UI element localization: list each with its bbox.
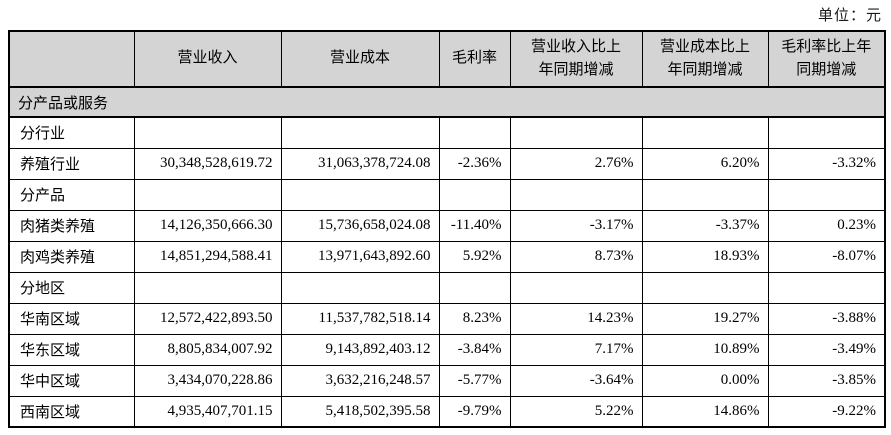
row-value: -3.84%: [438, 333, 511, 366]
row-value: [767, 271, 886, 304]
row-value: 8.73%: [509, 240, 643, 273]
table-row: 分地区: [8, 271, 886, 304]
row-value: [133, 271, 282, 304]
row-value: 3,434,070,228.86: [133, 364, 282, 397]
header-row: 营业收入 营业成本 毛利率 营业收入比上 年同期增减 营业成本比上 年同期增减 …: [8, 30, 886, 88]
row-label: 肉鸡类养殖: [8, 240, 135, 273]
table-row: 华南区域 12,572,422,893.50 11,537,782,518.14…: [8, 302, 886, 335]
row-value: [133, 116, 282, 149]
row-value: 14,851,294,588.41: [133, 240, 282, 273]
row-value: -3.32%: [767, 147, 886, 180]
row-value: 31,063,378,724.08: [280, 147, 440, 180]
row-value: 0.00%: [641, 364, 769, 397]
table-header: 营业收入 营业成本 毛利率 营业收入比上 年同期增减 营业成本比上 年同期增减 …: [8, 30, 886, 118]
row-value: 2.76%: [509, 147, 643, 180]
col-header-revenue-yoy: 营业收入比上 年同期增减: [509, 30, 643, 88]
row-value: [438, 271, 511, 304]
table-body: 分行业 养殖行业 30,348,528,619.72 31,063,378,72…: [8, 116, 886, 428]
col-header-cost-yoy: 营业成本比上 年同期增减: [641, 30, 769, 88]
row-label: 肉猪类养殖: [8, 209, 135, 242]
row-value: [767, 178, 886, 211]
row-value: 7.17%: [509, 333, 643, 366]
row-value: [641, 178, 769, 211]
row-label: 华中区域: [8, 364, 135, 397]
row-value: 12,572,422,893.50: [133, 302, 282, 335]
row-value: [641, 116, 769, 149]
table-row: 养殖行业 30,348,528,619.72 31,063,378,724.08…: [8, 147, 886, 180]
table-row: 肉猪类养殖 14,126,350,666.30 15,736,658,024.0…: [8, 209, 886, 242]
row-value: -3.85%: [767, 364, 886, 397]
row-value: -3.88%: [767, 302, 886, 335]
row-value: -11.40%: [438, 209, 511, 242]
table-row: 分产品: [8, 178, 886, 211]
row-label: 华南区域: [8, 302, 135, 335]
row-value: 5,418,502,395.58: [280, 395, 440, 428]
section-band-row: 分产品或服务: [8, 86, 886, 118]
row-label: 分地区: [8, 271, 135, 304]
table-row: 肉鸡类养殖 14,851,294,588.41 13,971,643,892.6…: [8, 240, 886, 273]
col-header-margin-yoy: 毛利率比上年 同期增减: [767, 30, 886, 88]
row-value: 18.93%: [641, 240, 769, 273]
col-header-gross-margin: 毛利率: [438, 30, 511, 88]
row-value: [280, 178, 440, 211]
row-value: -9.79%: [438, 395, 511, 428]
row-value: [509, 178, 643, 211]
row-label: 分产品: [8, 178, 135, 211]
row-value: -8.07%: [767, 240, 886, 273]
row-value: [438, 178, 511, 211]
row-value: -3.49%: [767, 333, 886, 366]
row-value: [438, 116, 511, 149]
row-value: 11,537,782,518.14: [280, 302, 440, 335]
col-header-blank: [8, 30, 135, 88]
table-row: 分行业: [8, 116, 886, 149]
row-value: [509, 271, 643, 304]
row-value: -3.64%: [509, 364, 643, 397]
row-value: 19.27%: [641, 302, 769, 335]
col-header-cost: 营业成本: [280, 30, 440, 88]
unit-label: 单位：元: [817, 8, 882, 24]
row-value: -2.36%: [438, 147, 511, 180]
col-header-revenue: 营业收入: [133, 30, 282, 88]
row-label: 华东区域: [8, 333, 135, 366]
row-value: [767, 116, 886, 149]
row-value: [641, 271, 769, 304]
row-label: 西南区域: [8, 395, 135, 428]
row-value: [280, 271, 440, 304]
row-value: -5.77%: [438, 364, 511, 397]
row-value: 5.22%: [509, 395, 643, 428]
row-value: 10.89%: [641, 333, 769, 366]
row-value: -3.37%: [641, 209, 769, 242]
row-value: [509, 116, 643, 149]
row-value: 13,971,643,892.60: [280, 240, 440, 273]
row-value: -9.22%: [767, 395, 886, 428]
table-row: 华中区域 3,434,070,228.86 3,632,216,248.57 -…: [8, 364, 886, 397]
row-value: 6.20%: [641, 147, 769, 180]
row-value: 8.23%: [438, 302, 511, 335]
row-value: 30,348,528,619.72: [133, 147, 282, 180]
row-value: 14,126,350,666.30: [133, 209, 282, 242]
row-value: 0.23%: [767, 209, 886, 242]
row-value: [280, 116, 440, 149]
row-value: 8,805,834,007.92: [133, 333, 282, 366]
table-row: 西南区域 4,935,407,701.15 5,418,502,395.58 -…: [8, 395, 886, 428]
row-value: [133, 178, 282, 211]
row-value: -3.17%: [509, 209, 643, 242]
row-value: 14.23%: [509, 302, 643, 335]
table-row: 华东区域 8,805,834,007.92 9,143,892,403.12 -…: [8, 333, 886, 366]
row-value: 9,143,892,403.12: [280, 333, 440, 366]
row-value: 3,632,216,248.57: [280, 364, 440, 397]
row-label: 养殖行业: [8, 147, 135, 180]
row-value: 4,935,407,701.15: [133, 395, 282, 428]
row-value: 14.86%: [641, 395, 769, 428]
row-value: 15,736,658,024.08: [280, 209, 440, 242]
row-value: 5.92%: [438, 240, 511, 273]
row-label: 分行业: [8, 116, 135, 149]
section-band-label: 分产品或服务: [8, 86, 886, 118]
financial-segment-table: 营业收入 营业成本 毛利率 营业收入比上 年同期增减 营业成本比上 年同期增减 …: [8, 30, 886, 428]
